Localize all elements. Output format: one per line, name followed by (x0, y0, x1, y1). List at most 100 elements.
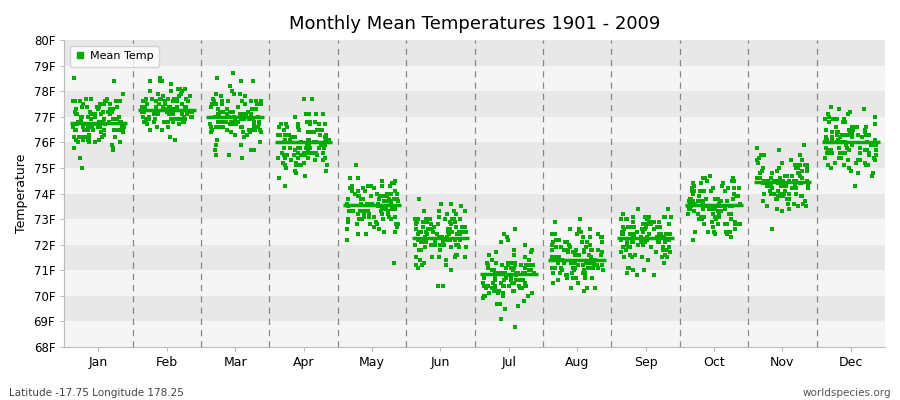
Point (76, 134, 90, 140)
Point (70, 111, 85, 118)
Point (450, 252, 464, 258)
Point (647, 226, 662, 232)
Point (785, 185, 799, 192)
Point (303, 129, 318, 135)
Point (276, 152, 291, 158)
Point (500, 264, 514, 271)
Point (164, 80, 178, 87)
Point (294, 152, 309, 158)
Point (713, 208, 727, 215)
Point (237, 134, 251, 140)
Point (314, 142, 328, 148)
Point (642, 213, 656, 220)
Point (322, 137, 337, 143)
Point (97, 132, 112, 138)
Point (166, 116, 181, 122)
Point (838, 119, 852, 125)
Point (340, 226, 355, 232)
Point (621, 224, 635, 230)
Point (272, 175, 286, 181)
Point (439, 211, 454, 217)
Point (851, 170, 866, 176)
Point (66, 98, 80, 105)
Point (488, 270, 502, 276)
Point (582, 252, 597, 258)
Point (183, 93, 197, 100)
Point (707, 213, 722, 220)
Point (105, 106, 120, 112)
Point (722, 211, 736, 217)
Point (150, 111, 165, 118)
Point (636, 242, 651, 248)
Point (504, 275, 518, 281)
Point (234, 116, 248, 122)
Point (819, 139, 833, 146)
Point (655, 246, 670, 253)
Point (839, 132, 853, 138)
Point (148, 103, 163, 110)
Point (98, 98, 112, 105)
Point (557, 239, 572, 245)
Point (800, 165, 814, 171)
Point (833, 150, 848, 156)
Point (548, 254, 562, 261)
Point (651, 239, 665, 245)
Point (444, 200, 458, 207)
Point (476, 280, 491, 286)
Point (772, 178, 787, 184)
Point (142, 114, 157, 120)
Point (277, 144, 292, 151)
Point (96, 108, 111, 115)
Point (294, 152, 309, 158)
Point (303, 150, 318, 156)
Point (344, 185, 358, 192)
Point (494, 316, 508, 322)
Point (347, 190, 362, 197)
Point (775, 190, 789, 197)
Point (713, 198, 727, 204)
Point (728, 226, 742, 232)
Point (214, 101, 229, 107)
Point (768, 190, 782, 197)
Point (547, 231, 562, 238)
Point (113, 139, 128, 146)
Point (411, 246, 426, 253)
Point (577, 267, 591, 274)
Point (452, 244, 466, 250)
Point (374, 193, 388, 199)
Point (519, 282, 534, 289)
Point (756, 190, 770, 197)
Point (250, 124, 265, 130)
Point (628, 252, 643, 258)
Bar (64, 245, 885, 270)
Point (701, 229, 716, 235)
Point (170, 103, 184, 110)
Point (93, 119, 107, 125)
Point (319, 167, 333, 174)
Point (596, 267, 610, 274)
Point (112, 114, 126, 120)
Point (718, 229, 733, 235)
Point (210, 114, 224, 120)
Point (410, 236, 425, 243)
Point (711, 221, 725, 228)
Point (868, 137, 882, 143)
Point (444, 221, 458, 228)
Point (455, 224, 470, 230)
Point (458, 244, 473, 250)
Point (75, 114, 89, 120)
Point (487, 267, 501, 274)
Point (436, 236, 451, 243)
Point (728, 221, 742, 228)
Point (657, 234, 671, 240)
Point (142, 88, 157, 94)
Point (92, 103, 106, 110)
Point (288, 170, 302, 176)
Point (170, 96, 184, 102)
Point (301, 137, 315, 143)
Point (154, 78, 168, 84)
Point (619, 242, 634, 248)
Point (436, 282, 450, 289)
Point (380, 190, 394, 197)
Point (850, 157, 865, 164)
